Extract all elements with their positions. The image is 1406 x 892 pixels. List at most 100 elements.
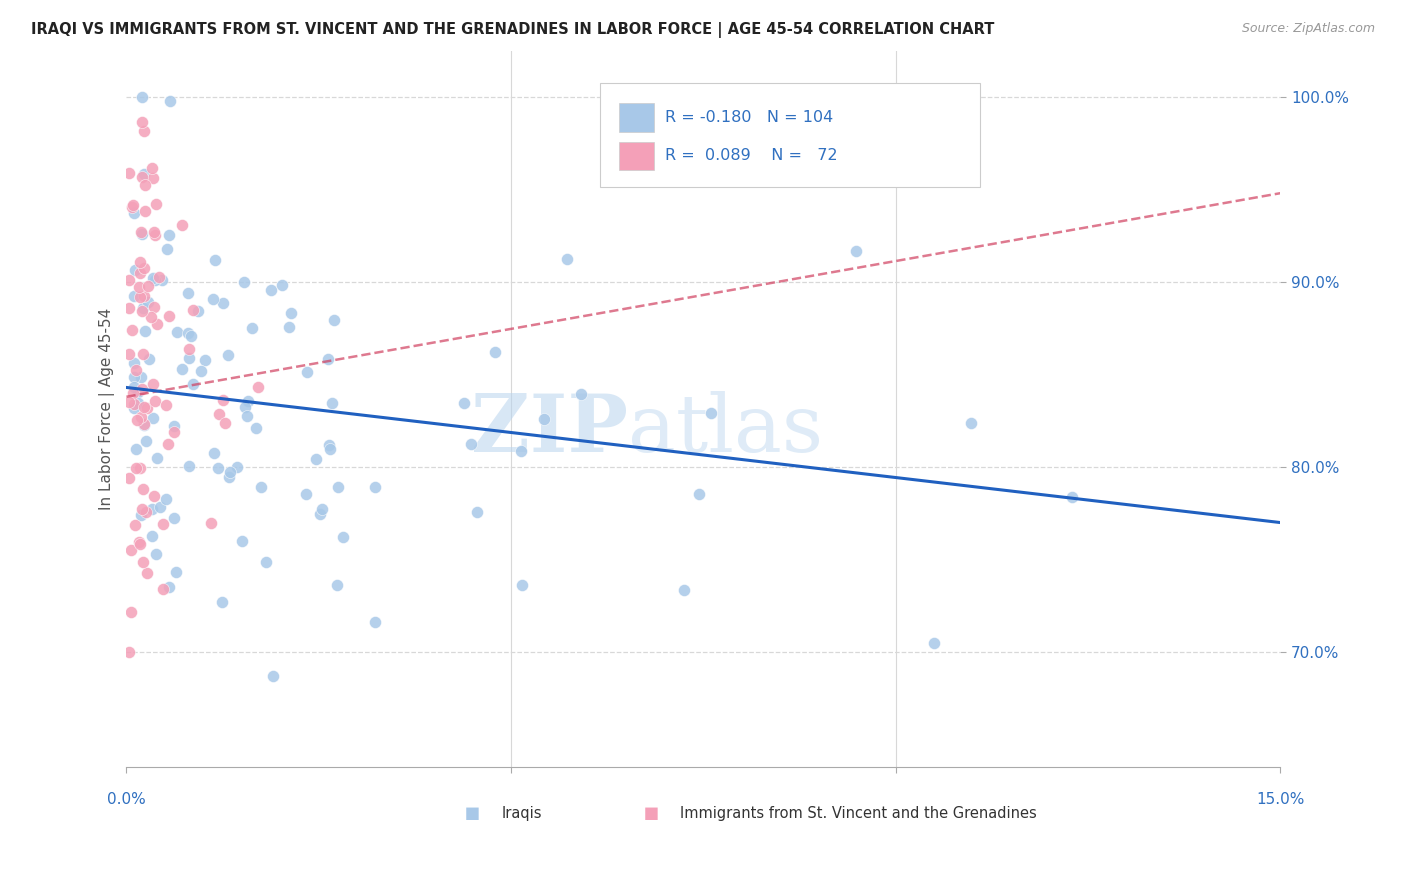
Point [332,530,354,544]
Point [319,442,342,456]
Point [249,480,271,494]
Point [128,290,150,304]
Point [165,566,187,580]
Point [122,397,145,411]
Point [146,451,169,466]
Point [460,436,482,450]
Point [122,355,145,369]
Point [152,582,174,597]
Point [305,451,328,466]
Point [533,412,555,426]
Point [131,90,153,104]
Point [135,505,157,519]
Point [218,465,240,479]
Text: ▪: ▪ [464,801,481,825]
Point [125,363,148,377]
Bar [619,103,654,132]
Point [129,266,152,280]
Point [328,480,350,494]
Point [181,376,204,391]
Point [240,320,263,334]
Point [122,380,145,394]
Point [128,535,150,549]
Point [321,396,343,410]
Bar [619,142,654,170]
Point [150,273,173,287]
Point [131,227,153,241]
Point [142,300,165,314]
Text: Source: ZipAtlas.com: Source: ZipAtlas.com [1241,22,1375,36]
Point [157,227,180,242]
Point [672,583,695,598]
Point [131,115,153,129]
Point [152,517,174,532]
Point [245,421,267,435]
Point [127,385,149,400]
Point [129,461,152,475]
Point [118,347,141,361]
Point [118,273,141,287]
Point [172,218,194,232]
Point [311,501,333,516]
Point [135,434,157,448]
Point [172,361,194,376]
Point [166,326,188,340]
Point [326,578,349,592]
Y-axis label: In Labor Force | Age 45-54: In Labor Force | Age 45-54 [100,308,115,510]
Text: Iraqis: Iraqis [502,805,541,821]
Point [322,313,344,327]
Point [131,304,153,318]
Point [465,505,488,519]
Point [127,396,149,410]
Text: atlas: atlas [628,392,824,469]
Point [155,492,177,507]
Point [190,364,212,378]
Point [132,301,155,315]
Text: ZIP: ZIP [471,392,628,469]
Point [138,352,160,367]
Point [118,301,141,316]
Text: Immigrants from St. Vincent and the Grenadines: Immigrants from St. Vincent and the Gren… [681,805,1038,821]
Point [960,416,983,430]
Point [295,365,318,379]
Point [235,400,257,414]
Point [131,501,153,516]
Point [177,286,200,301]
Point [136,566,159,581]
Point [571,386,593,401]
Text: 15.0%: 15.0% [1256,792,1305,807]
Point [295,487,318,501]
Point [121,200,143,214]
Point [134,324,156,338]
Point [163,419,186,434]
Point [142,411,165,425]
Point [149,500,172,515]
Point [118,471,141,485]
Point [132,400,155,414]
Point [177,458,200,473]
Point [120,605,142,619]
Point [233,275,256,289]
Point [231,534,253,549]
Point [122,370,145,384]
Point [845,244,868,258]
Point [142,225,165,239]
Point [510,578,533,592]
Point [121,323,143,337]
Point [318,438,340,452]
Point [202,445,225,459]
Point [179,351,201,365]
Point [146,317,169,331]
Point [122,206,145,220]
Point [143,273,166,287]
Point [142,170,165,185]
Point [155,398,177,412]
Point [142,489,165,503]
Point [278,320,301,334]
Point [187,303,209,318]
Point [124,263,146,277]
Point [364,615,387,629]
Point [217,348,239,362]
Point [134,204,156,219]
Point [129,254,152,268]
